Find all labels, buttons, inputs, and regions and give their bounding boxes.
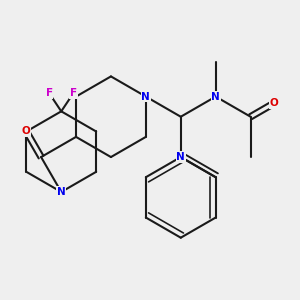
Text: O: O	[22, 126, 30, 136]
Text: F: F	[46, 88, 53, 98]
Text: N: N	[211, 92, 220, 102]
Text: N: N	[176, 152, 185, 162]
Text: N: N	[142, 92, 150, 102]
Text: N: N	[57, 187, 66, 197]
Text: O: O	[270, 98, 278, 108]
Text: F: F	[70, 88, 77, 98]
